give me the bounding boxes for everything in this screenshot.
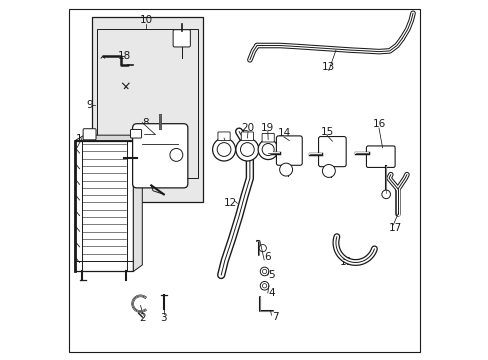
Text: 20: 20 <box>241 123 254 133</box>
Circle shape <box>259 244 266 252</box>
Text: 15: 15 <box>320 127 333 136</box>
Circle shape <box>322 165 335 177</box>
Circle shape <box>258 139 278 159</box>
FancyBboxPatch shape <box>130 130 142 138</box>
FancyBboxPatch shape <box>241 132 253 140</box>
Circle shape <box>381 190 389 199</box>
Circle shape <box>217 143 230 156</box>
Text: 3: 3 <box>160 313 167 323</box>
Text: 7: 7 <box>271 312 278 322</box>
Circle shape <box>212 138 235 161</box>
Text: 8: 8 <box>142 118 149 128</box>
Text: 14: 14 <box>277 129 290 138</box>
Text: 5: 5 <box>267 270 274 280</box>
Text: 16: 16 <box>371 120 385 129</box>
Text: 10: 10 <box>139 15 152 26</box>
Circle shape <box>260 267 268 276</box>
Text: 21: 21 <box>216 132 229 142</box>
FancyBboxPatch shape <box>262 134 274 142</box>
Text: 17: 17 <box>387 224 401 233</box>
Polygon shape <box>133 135 142 271</box>
Text: 11: 11 <box>339 257 353 267</box>
Polygon shape <box>75 135 142 140</box>
Circle shape <box>262 269 266 274</box>
Bar <box>75 140 133 271</box>
Circle shape <box>240 143 254 156</box>
Text: 6: 6 <box>264 252 270 262</box>
Circle shape <box>262 144 274 156</box>
Bar <box>92 17 203 202</box>
Text: 2: 2 <box>139 313 145 323</box>
Text: 13: 13 <box>322 62 335 72</box>
Circle shape <box>235 138 258 161</box>
FancyBboxPatch shape <box>83 129 96 140</box>
Text: 12: 12 <box>224 198 237 208</box>
FancyBboxPatch shape <box>366 146 394 167</box>
Text: 9: 9 <box>86 100 93 110</box>
Bar <box>97 30 198 178</box>
FancyBboxPatch shape <box>276 136 302 165</box>
Circle shape <box>169 148 183 161</box>
FancyBboxPatch shape <box>132 124 187 188</box>
FancyBboxPatch shape <box>173 30 190 47</box>
Text: 4: 4 <box>267 288 274 298</box>
Text: 19: 19 <box>261 123 274 133</box>
Text: 1: 1 <box>75 134 82 144</box>
FancyBboxPatch shape <box>318 136 346 167</box>
Circle shape <box>260 282 268 290</box>
FancyBboxPatch shape <box>218 132 230 140</box>
Circle shape <box>262 284 266 288</box>
Text: 18: 18 <box>118 51 131 61</box>
Circle shape <box>279 163 292 176</box>
